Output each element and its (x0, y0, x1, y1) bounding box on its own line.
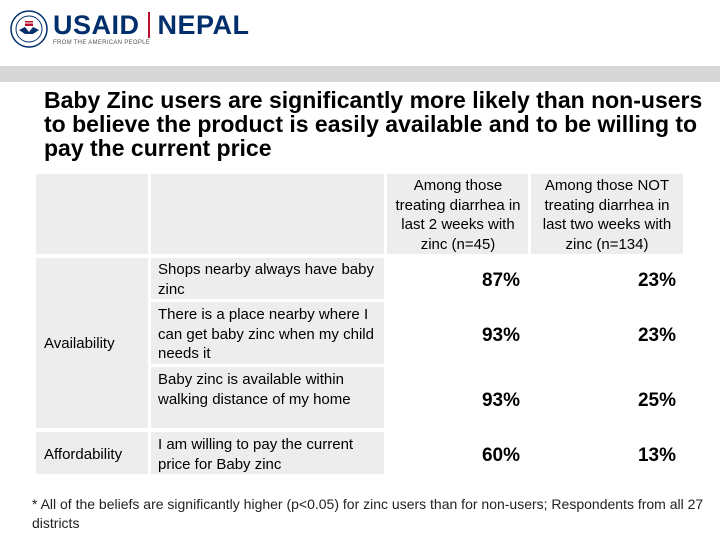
header: USAID NEPAL FROM THE AMERICAN PEOPLE (0, 0, 720, 66)
header-cell-category (36, 174, 148, 254)
row-2-statement-cell (151, 302, 384, 364)
row-4-nonusers-value: 13% (637, 445, 676, 466)
header-cell-statement (151, 174, 384, 254)
country-wordmark: NEPAL (157, 10, 250, 40)
column-header-nonusers: Among those NOT treating diarrhea in las… (542, 177, 672, 253)
category-availability: Availability (44, 335, 115, 352)
usaid-seal-icon (10, 10, 48, 48)
slide-title: Baby Zinc users are significantly more l… (44, 87, 703, 161)
row-2-statement: There is a place nearby where I can get … (158, 306, 374, 362)
column-header-users: Among those treating diarrhea in last 2 … (395, 177, 521, 253)
row-3-statement-cell (151, 367, 384, 428)
row-3-users-value: 93% (481, 390, 520, 411)
row-2-nonusers-value: 23% (637, 325, 676, 346)
row-4-statement: I am willing to pay the current price fo… (158, 436, 354, 473)
row-1-statement-cell (151, 258, 384, 299)
row-3-statement: Baby zinc is available within walking di… (158, 371, 351, 408)
category-affordability: Affordability (44, 446, 123, 463)
logo-tagline: FROM THE AMERICAN PEOPLE (53, 40, 151, 46)
row-1-statement: Shops nearby always have baby zinc (158, 261, 374, 298)
row-4-statement-cell (151, 432, 384, 474)
footnote: * All of the beliefs are significantly h… (32, 496, 704, 531)
row-1-nonusers-value: 23% (637, 270, 676, 291)
header-cell-nonusers (531, 174, 683, 254)
logo-divider (147, 12, 150, 38)
row-4-users-value: 60% (481, 445, 520, 466)
top-band (0, 66, 720, 82)
category-cell-affordability (36, 432, 148, 474)
usaid-wordmark: USAID (53, 10, 140, 40)
row-1-users-value: 87% (481, 270, 520, 291)
left-margin (0, 82, 32, 540)
row-3-nonusers-value: 25% (637, 390, 676, 411)
category-cell-availability (36, 258, 148, 428)
usaid-logo: USAID NEPAL (53, 10, 250, 41)
row-2-users-value: 93% (481, 325, 520, 346)
header-cell-users (387, 174, 528, 254)
